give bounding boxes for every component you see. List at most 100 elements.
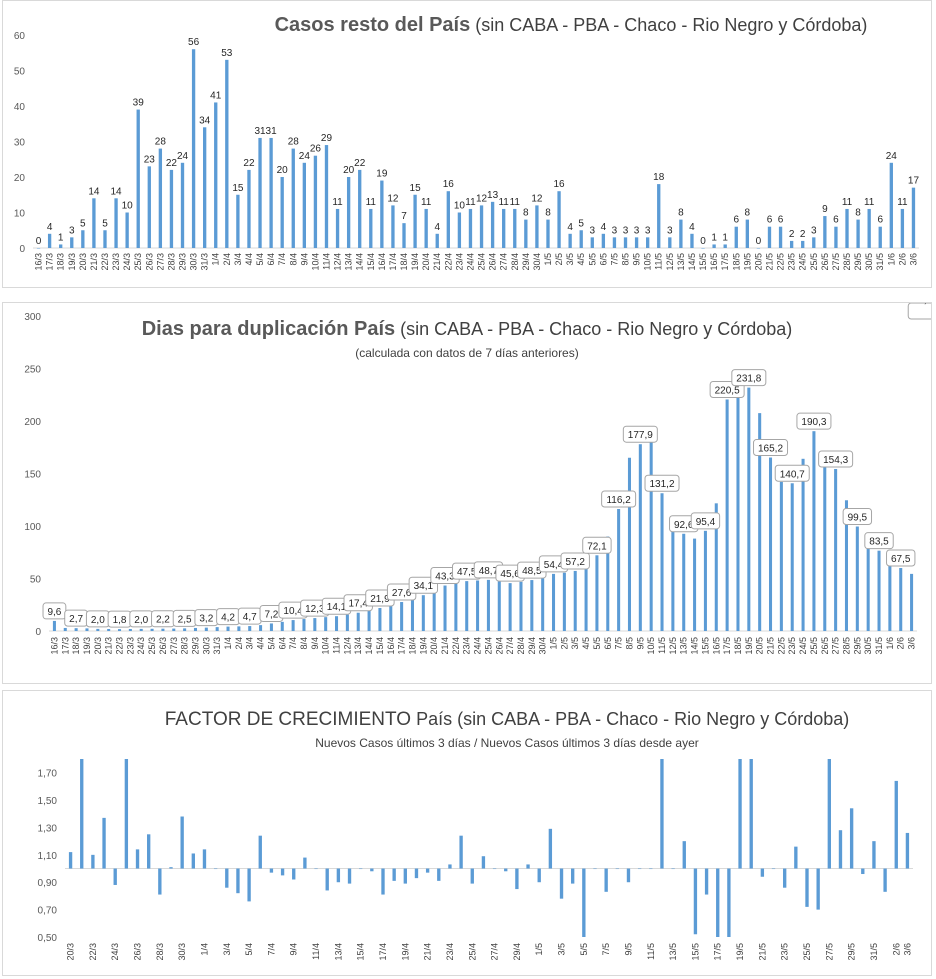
data-label: 154,3: [823, 455, 848, 466]
data-label: 12,3: [305, 604, 325, 615]
x-tick-label: 4/4: [244, 253, 254, 266]
data-label: 24: [177, 151, 189, 162]
bar: [573, 570, 577, 631]
y-tick-label: 40: [14, 102, 26, 113]
x-tick-label: 26/3: [144, 253, 154, 271]
bar: [736, 373, 740, 631]
bar: [749, 759, 753, 869]
data-label-box: [886, 549, 916, 567]
bar: [135, 849, 140, 869]
x-tick-label: 1/6: [885, 637, 895, 650]
bar: [259, 625, 263, 631]
bar: [313, 155, 318, 248]
x-tick-label: 21/4: [440, 637, 450, 655]
bar: [36, 248, 41, 249]
x-tick-label: 21/4: [423, 943, 433, 961]
data-label: 43,3: [435, 572, 455, 583]
bar: [139, 628, 143, 631]
data-label: 27,6: [392, 588, 412, 599]
bar: [627, 457, 631, 631]
bar: [158, 148, 163, 248]
y-tick-label: 0: [35, 627, 41, 638]
x-tick-label: 17/5: [713, 943, 723, 961]
data-label-box: [731, 369, 767, 387]
bar: [443, 585, 447, 631]
data-label: 10: [122, 201, 134, 212]
bar: [446, 191, 450, 248]
x-tick-label: 19/3: [82, 637, 92, 655]
x-tick-label: 23/4: [462, 637, 472, 655]
x-tick-label: 3/4: [222, 943, 232, 956]
bar: [52, 620, 56, 631]
bar: [410, 598, 414, 631]
data-label: 0: [36, 236, 42, 247]
data-label: 45,6: [500, 569, 520, 580]
x-tick-label: 2/4: [222, 253, 232, 266]
y-tick-label: 0: [19, 244, 25, 255]
data-label: 7,2: [264, 609, 278, 620]
bar: [403, 868, 407, 884]
bar: [867, 208, 871, 248]
bar: [486, 579, 490, 631]
x-tick-label: 5/4: [266, 637, 276, 650]
bar: [767, 226, 772, 248]
x-tick-label: 25/4: [477, 253, 487, 271]
data-label: 4: [434, 222, 440, 233]
x-tick-label: 13/4: [333, 943, 343, 961]
data-label-box: [864, 532, 894, 550]
chart-title-main: FACTOR DE CRECIMIENTO: [165, 709, 411, 730]
bar: [193, 627, 197, 631]
bar: [615, 868, 619, 870]
y-tick-label: 150: [24, 470, 41, 481]
data-label: 48,7: [479, 566, 499, 577]
data-label: 28: [155, 137, 167, 148]
bar: [590, 237, 594, 248]
data-label: 67,5: [891, 554, 911, 565]
bar: [584, 565, 588, 631]
x-tick-label: 4/4: [256, 637, 266, 650]
x-tick-label: 11/4: [332, 637, 342, 654]
data-label: 4: [601, 222, 607, 233]
bar: [213, 868, 218, 870]
y-tick-label: 20: [14, 173, 26, 184]
bar: [291, 148, 295, 248]
data-label: 2,7: [69, 614, 83, 625]
data-label: 11: [510, 197, 521, 208]
x-tick-label: 1/4: [211, 253, 221, 266]
x-tick-label: 30/3: [189, 253, 199, 271]
bar: [637, 868, 642, 870]
bar: [714, 503, 718, 631]
bar: [612, 237, 617, 248]
bar: [712, 244, 716, 248]
data-label: 39: [133, 98, 145, 109]
bar: [292, 868, 296, 880]
data-label: 11: [332, 197, 343, 208]
bar: [336, 868, 341, 883]
bar: [693, 538, 697, 631]
bar: [849, 808, 854, 869]
bar: [459, 835, 463, 869]
data-label: 18: [653, 172, 665, 183]
data-label: 17: [908, 176, 920, 187]
data-label: 20: [343, 165, 355, 176]
x-tick-label: 19/4: [410, 253, 420, 271]
bar: [801, 240, 805, 248]
bar: [269, 868, 274, 873]
bar: [559, 868, 564, 899]
x-tick-label: 12/4: [333, 253, 343, 271]
x-tick-label: 9/5: [635, 637, 645, 650]
x-tick-label: 16/4: [377, 253, 387, 271]
x-tick-label: 5/4: [255, 253, 265, 266]
bar: [280, 868, 285, 876]
x-tick-label: 18/5: [731, 253, 741, 271]
x-tick-label: 29/3: [190, 637, 200, 655]
x-tick-label: 5/5: [592, 637, 602, 650]
bar: [634, 237, 639, 248]
bar: [883, 868, 887, 892]
x-tick-label: 8/5: [621, 253, 631, 266]
x-tick-label: 26/4: [488, 253, 498, 271]
x-tick-label: 12/4: [342, 637, 352, 655]
y-tick-label: 0,50: [38, 933, 58, 944]
bar: [391, 205, 395, 248]
bar: [191, 853, 195, 869]
